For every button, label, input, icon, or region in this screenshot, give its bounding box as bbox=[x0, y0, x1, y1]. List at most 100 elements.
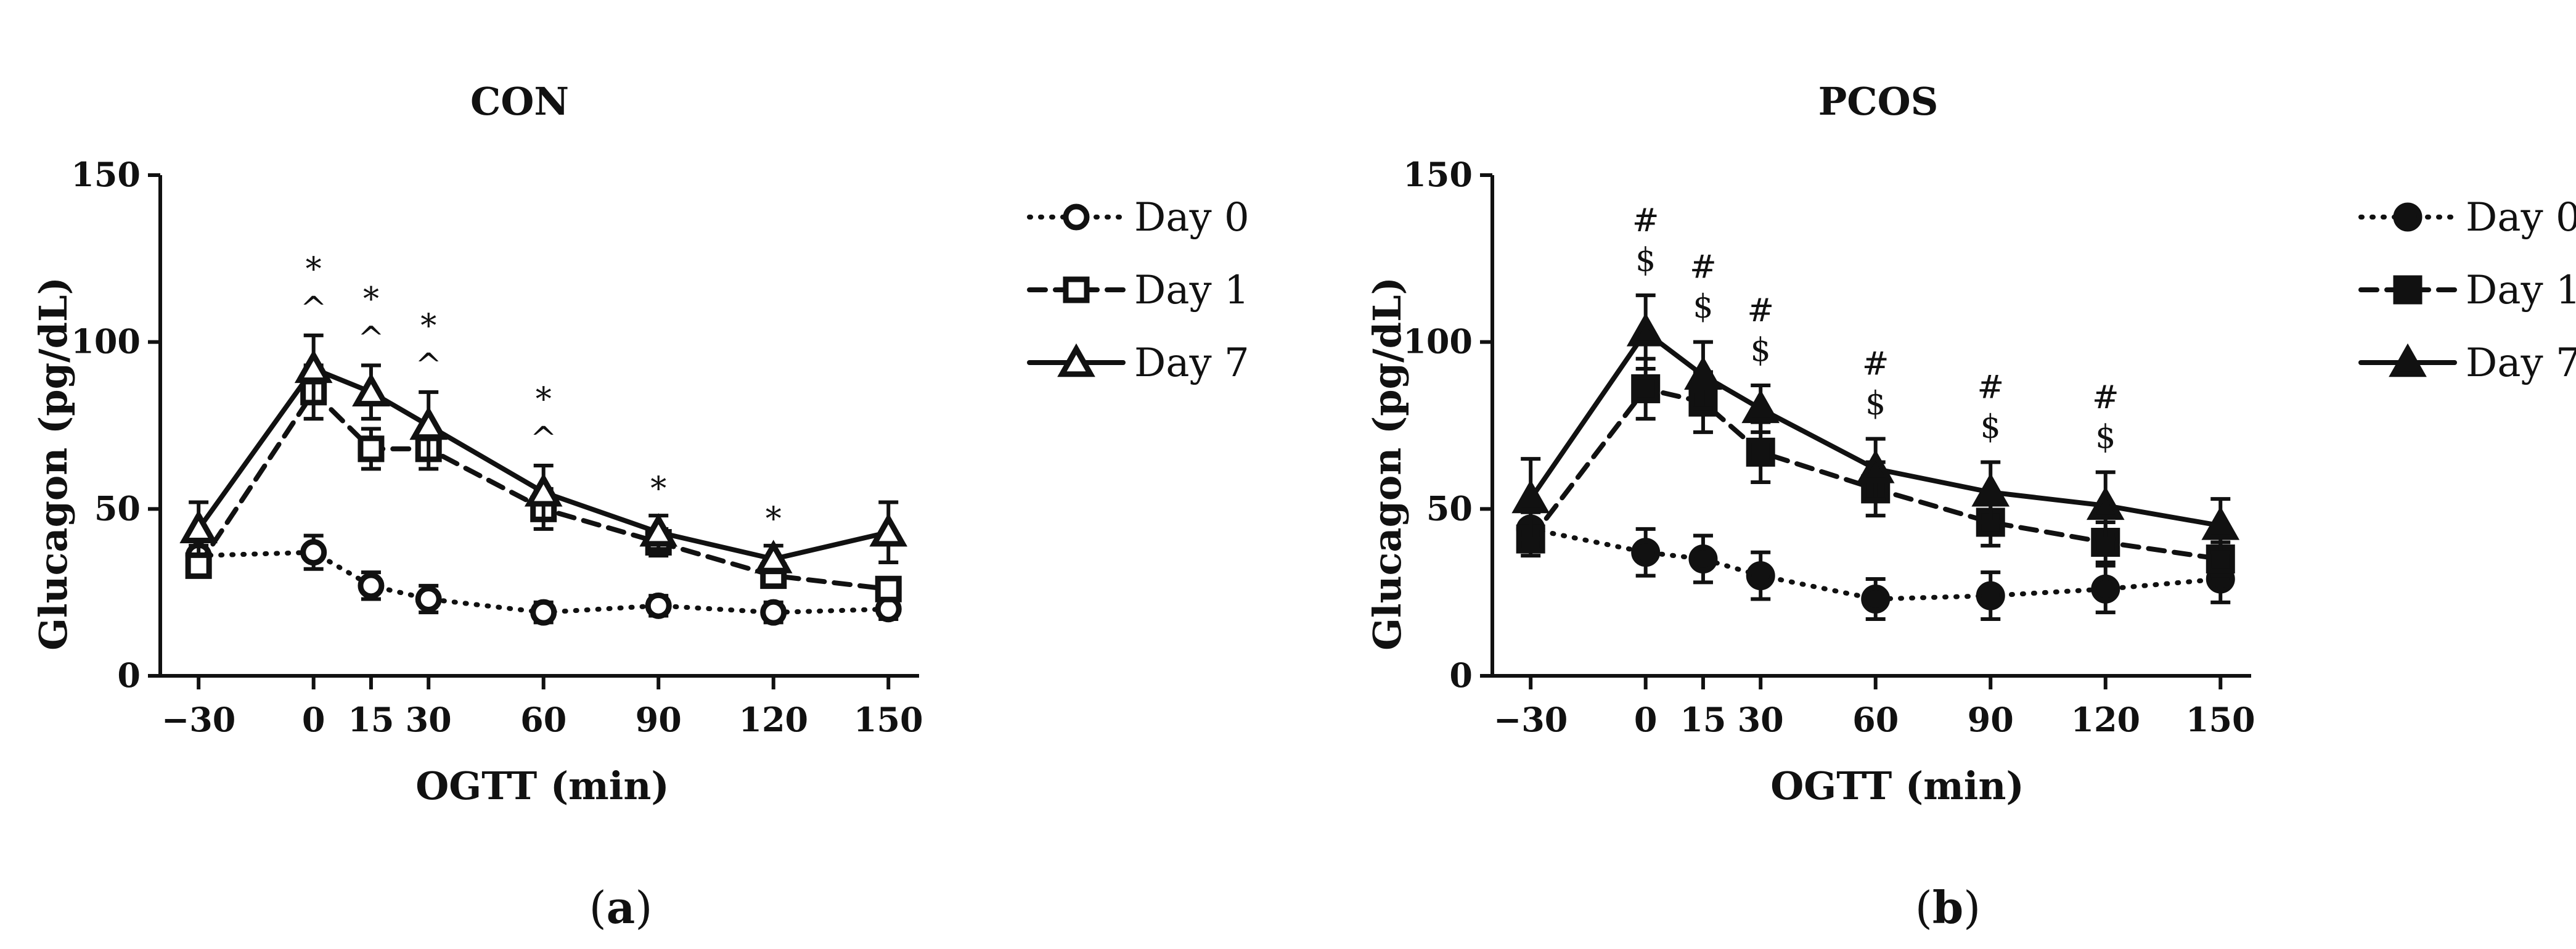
legend-label: Day 0 bbox=[2466, 195, 2576, 240]
significance-mark: # bbox=[1632, 202, 1659, 239]
data-point bbox=[875, 575, 902, 602]
legend-marker bbox=[2393, 275, 2423, 305]
significance-mark: # bbox=[1862, 346, 1889, 383]
legend-entry: Day 7 bbox=[1027, 340, 1249, 386]
significance-mark: * bbox=[420, 308, 436, 345]
series-day-7 bbox=[179, 333, 908, 575]
data-point bbox=[760, 599, 787, 626]
data-point bbox=[1746, 561, 1775, 591]
series-day-0 bbox=[1516, 510, 2235, 621]
legend-marker bbox=[1063, 276, 1090, 303]
significance-mark: # bbox=[1747, 292, 1774, 329]
chart-title: CON bbox=[470, 79, 569, 124]
y-tick-label: 100 bbox=[71, 322, 141, 361]
significance-mark: * bbox=[650, 470, 666, 507]
data-point bbox=[1511, 479, 1550, 514]
x-tick-label: 60 bbox=[520, 700, 566, 739]
data-point bbox=[415, 585, 442, 612]
legend-marker bbox=[2393, 202, 2423, 232]
data-point bbox=[1684, 356, 1722, 390]
legend-entry: Day 1 bbox=[2358, 268, 2576, 313]
data-point bbox=[2201, 506, 2240, 540]
x-tick-label: 120 bbox=[738, 700, 808, 739]
data-point bbox=[1626, 313, 1665, 347]
panel-label: (b) bbox=[1915, 881, 1981, 934]
y-tick-label: 0 bbox=[117, 655, 141, 695]
y-tick-label: 100 bbox=[1403, 322, 1473, 361]
y-tick-label: 150 bbox=[1403, 155, 1473, 194]
data-point bbox=[645, 592, 672, 619]
significance-mark: $ bbox=[1693, 289, 1713, 326]
significance-mark: # bbox=[1690, 249, 1717, 286]
data-point bbox=[1976, 581, 2005, 610]
data-point bbox=[300, 539, 327, 566]
legend-label: Day 0 bbox=[1134, 195, 1249, 240]
y-tick-label: 0 bbox=[1449, 655, 1473, 695]
data-point bbox=[1861, 584, 1891, 614]
data-point bbox=[352, 372, 390, 407]
x-axis-label: OGTT (min) bbox=[1770, 763, 2024, 808]
x-tick-label: 0 bbox=[302, 700, 325, 739]
x-tick-label: 150 bbox=[854, 700, 923, 739]
data-point bbox=[358, 572, 385, 599]
x-tick-label: 90 bbox=[1968, 700, 2014, 739]
legend-label: Day 7 bbox=[1134, 340, 1249, 386]
x-tick-label: 0 bbox=[1634, 700, 1658, 739]
x-tick-label: 15 bbox=[1680, 700, 1726, 739]
panel-label: (a) bbox=[589, 881, 653, 934]
significance-mark: $ bbox=[1981, 409, 2001, 446]
significance-mark: * bbox=[766, 501, 782, 538]
significance-mark: ^ bbox=[358, 321, 385, 358]
x-tick-label: 15 bbox=[348, 700, 394, 739]
data-point bbox=[2091, 574, 2120, 604]
x-tick-label: −30 bbox=[1494, 700, 1568, 739]
data-point bbox=[2086, 486, 2125, 520]
significance-mark: $ bbox=[1635, 242, 1656, 279]
data-point bbox=[754, 540, 793, 573]
data-point bbox=[530, 599, 557, 626]
y-tick-label: 150 bbox=[71, 155, 141, 194]
legend-marker bbox=[1057, 343, 1095, 377]
data-point bbox=[1746, 437, 1775, 467]
significance-mark: * bbox=[363, 281, 379, 318]
legend-entry: Day 0 bbox=[2358, 195, 2576, 240]
legend-entry: Day 7 bbox=[2358, 340, 2576, 386]
panel-b: PCOS Glucagon (pg/dL) OGTT (min) 0 50 100 1… bbox=[1365, 79, 2576, 934]
x-axis-label: OGTT (min) bbox=[415, 763, 669, 808]
data-point bbox=[409, 406, 448, 440]
legend-label: Day 1 bbox=[2466, 268, 2576, 313]
significance-mark: * bbox=[306, 251, 322, 288]
series-line bbox=[196, 549, 891, 615]
data-point bbox=[1631, 374, 1661, 403]
y-tick-label: 50 bbox=[1426, 488, 1473, 528]
x-tick-label: 30 bbox=[1738, 700, 1784, 739]
data-point bbox=[1741, 389, 1780, 424]
data-point bbox=[294, 349, 333, 384]
x-tick-label: 30 bbox=[406, 700, 452, 739]
significance-mark: # bbox=[2092, 379, 2119, 416]
data-point bbox=[524, 473, 563, 507]
legend-marker bbox=[2389, 343, 2427, 377]
significance-mark: ^ bbox=[300, 290, 327, 327]
data-point bbox=[179, 509, 218, 544]
x-tick-label: 90 bbox=[636, 700, 682, 739]
data-point bbox=[1631, 538, 1661, 567]
panel-letter: a bbox=[607, 881, 636, 934]
legend-marker bbox=[1063, 203, 1090, 231]
y-axis-label: Glucagon (pg/dL) bbox=[1365, 277, 1410, 651]
data-point bbox=[1688, 544, 1718, 574]
significance-mark: * bbox=[536, 381, 552, 418]
data-point bbox=[1971, 473, 2010, 507]
significance-mark: ^ bbox=[415, 347, 442, 384]
legend-entry: Day 0 bbox=[1027, 195, 1249, 240]
significance-mark: $ bbox=[1865, 385, 1886, 422]
y-tick-label: 50 bbox=[94, 488, 141, 528]
data-point bbox=[1856, 450, 1895, 483]
x-tick-label: −30 bbox=[162, 700, 235, 739]
significance-mark: ^ bbox=[530, 421, 557, 458]
data-point bbox=[869, 513, 908, 547]
x-tick-label: 150 bbox=[2186, 700, 2255, 739]
panel-letter: b bbox=[1932, 881, 1963, 934]
data-point bbox=[639, 513, 678, 547]
